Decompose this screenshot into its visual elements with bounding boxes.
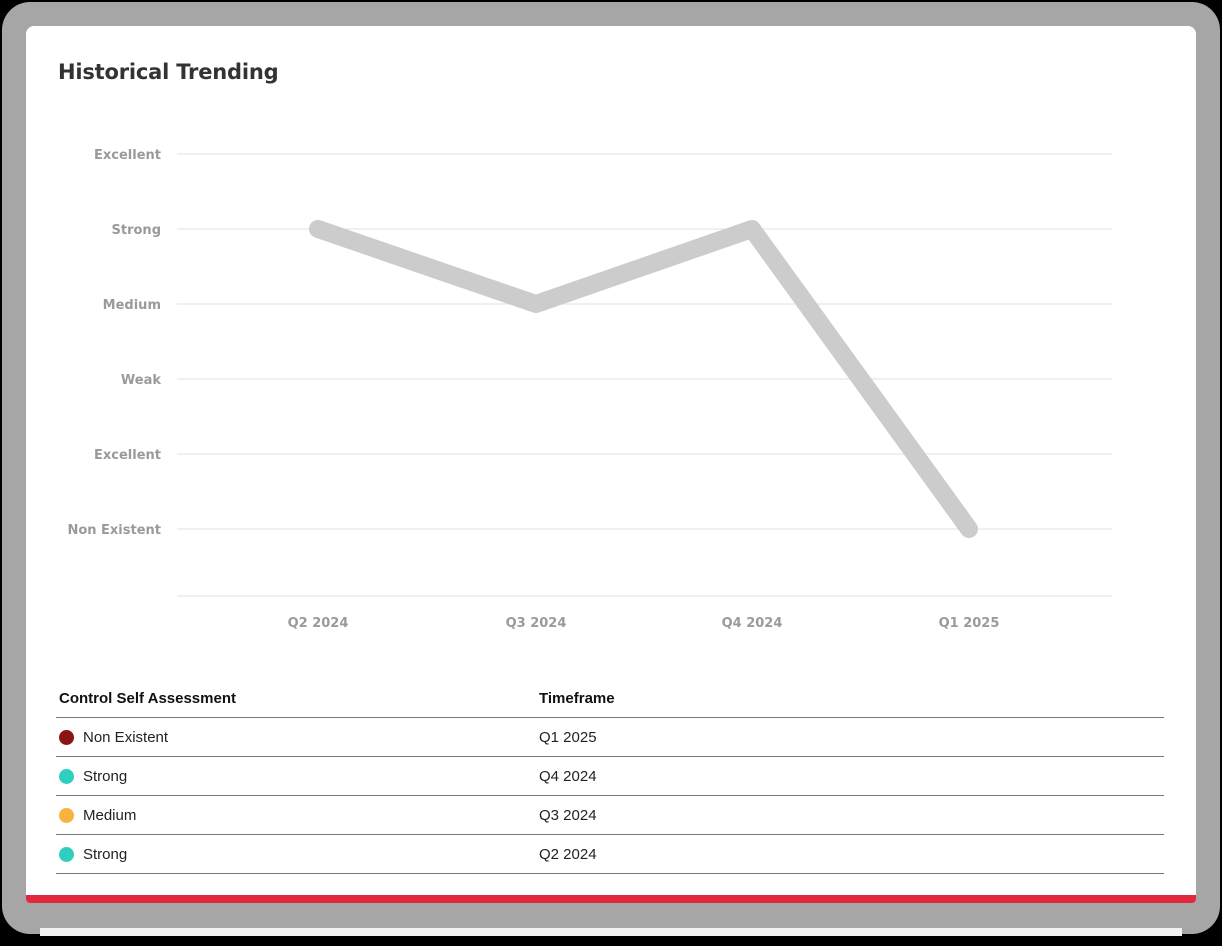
x-axis-label: Q4 2024 bbox=[722, 616, 783, 631]
x-axis-label: Q2 2024 bbox=[288, 616, 349, 631]
status-dot-icon bbox=[59, 768, 74, 784]
header-timeframe: Timeframe bbox=[539, 690, 615, 707]
table-row: Non Existent Q1 2025 bbox=[56, 718, 1164, 757]
y-axis-label: Non Existent bbox=[67, 523, 161, 538]
header-control-self-assessment: Control Self Assessment bbox=[59, 690, 236, 707]
assessment-cell: Strong bbox=[56, 768, 539, 785]
timeframe-cell: Q1 2025 bbox=[539, 728, 597, 746]
timeframe-cell: Q3 2024 bbox=[539, 806, 597, 824]
assessment-cell: Medium bbox=[56, 807, 539, 824]
assessment-label: Strong bbox=[83, 767, 128, 785]
y-axis-label: Excellent bbox=[94, 148, 161, 163]
card-title: Historical Trending bbox=[58, 60, 279, 84]
status-dot-icon bbox=[59, 729, 74, 745]
y-axis-label: Medium bbox=[103, 298, 161, 313]
x-axis-label: Q1 2025 bbox=[939, 616, 1000, 631]
assessment-cell: Non Existent bbox=[56, 729, 539, 746]
frame-bottom-strip bbox=[40, 928, 1182, 936]
status-dot-icon bbox=[59, 807, 74, 823]
table-row: Strong Q2 2024 bbox=[56, 835, 1164, 874]
table-body: Non Existent Q1 2025 Strong Q4 2024 Medium Q3… bbox=[56, 718, 1164, 874]
table-header: Control Self Assessment Timeframe bbox=[56, 680, 1164, 718]
timeframe-cell: Q4 2024 bbox=[539, 767, 597, 785]
table-row: Strong Q4 2024 bbox=[56, 757, 1164, 796]
assessment-table: Control Self Assessment Timeframe Non Ex… bbox=[56, 680, 1164, 874]
accent-bar bbox=[26, 895, 1196, 903]
assessment-label: Medium bbox=[83, 806, 137, 824]
y-axis-label: Excellent bbox=[94, 448, 161, 463]
y-axis-label: Strong bbox=[112, 223, 161, 238]
x-axis-label: Q3 2024 bbox=[506, 616, 567, 631]
timeframe-cell: Q2 2024 bbox=[539, 845, 597, 863]
assessment-label: Non Existent bbox=[83, 728, 169, 746]
y-axis-label: Weak bbox=[121, 373, 161, 388]
historical-trending-card: Historical Trending Excellent Strong Mediu… bbox=[26, 26, 1196, 903]
trend-line bbox=[309, 220, 978, 538]
trend-line-chart: Excellent Strong Medium Weak Excellent Non Ex… bbox=[67, 148, 1112, 631]
assessment-label: Strong bbox=[83, 845, 128, 863]
assessment-cell: Strong bbox=[56, 846, 539, 863]
status-dot-icon bbox=[59, 846, 74, 862]
table-row: Medium Q3 2024 bbox=[56, 796, 1164, 835]
